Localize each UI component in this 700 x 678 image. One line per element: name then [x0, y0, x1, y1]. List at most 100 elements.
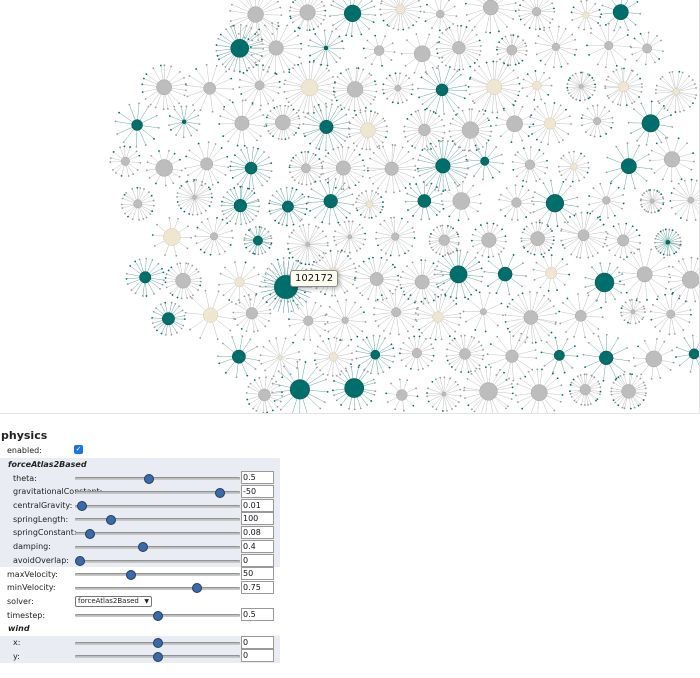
graph-cluster[interactable]: [215, 24, 265, 73]
graph-cluster[interactable]: [288, 0, 327, 32]
graph-hub-node[interactable]: [268, 40, 284, 56]
graph-hub-node[interactable]: [505, 349, 519, 363]
min-velocity-slider-knob[interactable]: [192, 583, 203, 594]
graph-cluster[interactable]: [604, 67, 643, 106]
spring-constant-slider[interactable]: [75, 528, 240, 539]
graph-hub-node[interactable]: [323, 45, 329, 51]
damping-input[interactable]: 0.4: [241, 539, 274, 553]
graph-hub-node[interactable]: [438, 234, 450, 246]
graph-hub-node[interactable]: [461, 121, 480, 139]
graph-hub-node[interactable]: [203, 81, 216, 95]
graph-cluster[interactable]: [586, 22, 632, 69]
graph-cluster[interactable]: [375, 216, 416, 257]
graph-hub-node[interactable]: [210, 232, 219, 241]
theta-input[interactable]: 0.5: [241, 471, 274, 485]
graph-cluster[interactable]: [649, 293, 692, 336]
wind-x-slider[interactable]: [75, 638, 240, 649]
graph-hub-node[interactable]: [551, 42, 560, 51]
graph-cluster[interactable]: [470, 222, 507, 258]
graph-hub-node[interactable]: [192, 195, 197, 200]
graph-hub-node[interactable]: [384, 161, 399, 176]
graph-cluster[interactable]: [580, 104, 614, 138]
graph-hub-node[interactable]: [682, 270, 699, 289]
graph-hub-node[interactable]: [281, 200, 294, 213]
graph-hub-node[interactable]: [253, 235, 263, 246]
graph-cluster[interactable]: [605, 222, 641, 259]
graph-cluster[interactable]: [440, 180, 482, 222]
graph-hub-node[interactable]: [245, 307, 258, 320]
network-graph-svg[interactable]: [0, 0, 700, 414]
spring-constant-input[interactable]: 0.08: [241, 526, 274, 540]
graph-cluster[interactable]: [399, 259, 445, 305]
graph-hub-node[interactable]: [155, 159, 173, 177]
graph-cluster[interactable]: [566, 71, 597, 102]
graph-cluster[interactable]: [332, 365, 377, 411]
graph-cluster[interactable]: [465, 142, 504, 181]
spring-length-input[interactable]: 100: [241, 512, 274, 526]
graph-cluster[interactable]: [654, 70, 698, 113]
graph-cluster[interactable]: [382, 72, 414, 105]
graph-cluster[interactable]: [164, 262, 202, 300]
graph-cluster[interactable]: [582, 333, 630, 382]
graph-cluster[interactable]: [669, 178, 700, 222]
graph-cluster[interactable]: [265, 104, 301, 141]
graph-cluster[interactable]: [229, 0, 283, 41]
graph-cluster[interactable]: [120, 186, 155, 221]
graph-hub-node[interactable]: [545, 267, 558, 280]
graph-cluster[interactable]: [125, 257, 165, 297]
graph-cluster[interactable]: [423, 0, 458, 32]
graph-hub-node[interactable]: [545, 194, 565, 213]
graph-cluster[interactable]: [569, 373, 602, 406]
graph-hub-node[interactable]: [156, 79, 172, 96]
graph-cluster[interactable]: [515, 368, 564, 414]
graph-hub-node[interactable]: [244, 161, 258, 175]
graph-hub-node[interactable]: [417, 194, 432, 208]
graph-cluster[interactable]: [220, 185, 261, 226]
graph-cluster[interactable]: [404, 181, 444, 221]
central-gravity-input[interactable]: 0.01: [241, 498, 274, 512]
graph-hub-node[interactable]: [301, 79, 319, 97]
graph-cluster[interactable]: [151, 301, 186, 336]
graph-hub-node[interactable]: [524, 159, 536, 170]
graph-cluster[interactable]: [259, 337, 301, 379]
graph-cluster[interactable]: [426, 376, 462, 412]
graph-hub-node[interactable]: [346, 81, 364, 98]
graph-hub-node[interactable]: [303, 315, 314, 326]
graph-cluster[interactable]: [667, 256, 700, 303]
graph-cluster[interactable]: [600, 0, 642, 32]
graph-cluster[interactable]: [324, 298, 367, 341]
graph-hub-node[interactable]: [435, 158, 451, 174]
graph-hub-node[interactable]: [231, 349, 246, 364]
graph-hub-node[interactable]: [506, 115, 524, 133]
spring-constant-slider-knob[interactable]: [84, 528, 95, 539]
graph-cluster[interactable]: [250, 21, 303, 75]
graph-hub-node[interactable]: [161, 312, 175, 326]
theta-slider-knob[interactable]: [144, 473, 155, 484]
graph-hub-node[interactable]: [532, 7, 542, 17]
graph-cluster[interactable]: [321, 145, 366, 191]
graph-hub-node[interactable]: [163, 228, 181, 246]
graph-hub-node[interactable]: [523, 310, 539, 325]
graph-hub-node[interactable]: [480, 156, 490, 166]
graph-cluster[interactable]: [283, 61, 336, 115]
graph-hub-node[interactable]: [200, 157, 214, 171]
graph-cluster[interactable]: [333, 220, 367, 254]
graph-hub-node[interactable]: [329, 352, 338, 362]
graph-cluster[interactable]: [313, 337, 354, 377]
graph-hub-node[interactable]: [234, 115, 250, 131]
gravitational-constant-slider[interactable]: [75, 487, 240, 498]
graph-cluster[interactable]: [329, 0, 377, 38]
graph-cluster[interactable]: [185, 63, 235, 113]
graph-hub-node[interactable]: [365, 200, 374, 208]
graph-hub-node[interactable]: [486, 79, 503, 95]
graph-hub-node[interactable]: [599, 350, 614, 366]
graph-hub-node[interactable]: [230, 39, 249, 58]
graph-cluster[interactable]: [435, 24, 482, 71]
graph-cluster[interactable]: [229, 146, 273, 190]
graph-cluster[interactable]: [414, 293, 462, 341]
graph-hub-node[interactable]: [570, 163, 578, 171]
graph-hub-node[interactable]: [391, 232, 400, 241]
graph-hub-node[interactable]: [347, 234, 352, 240]
graph-hub-node[interactable]: [305, 242, 311, 247]
graph-cluster[interactable]: [217, 335, 261, 379]
